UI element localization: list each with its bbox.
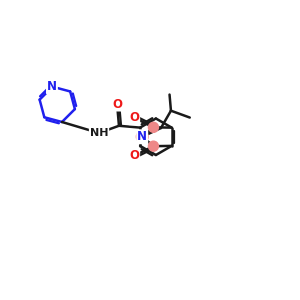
Text: O: O [129, 149, 139, 162]
Circle shape [148, 141, 158, 151]
Circle shape [148, 122, 158, 132]
Circle shape [136, 131, 148, 142]
Text: O: O [112, 98, 122, 111]
Text: NH: NH [90, 128, 108, 138]
Text: N: N [47, 80, 57, 93]
Text: O: O [129, 111, 139, 124]
Text: N: N [137, 130, 147, 143]
